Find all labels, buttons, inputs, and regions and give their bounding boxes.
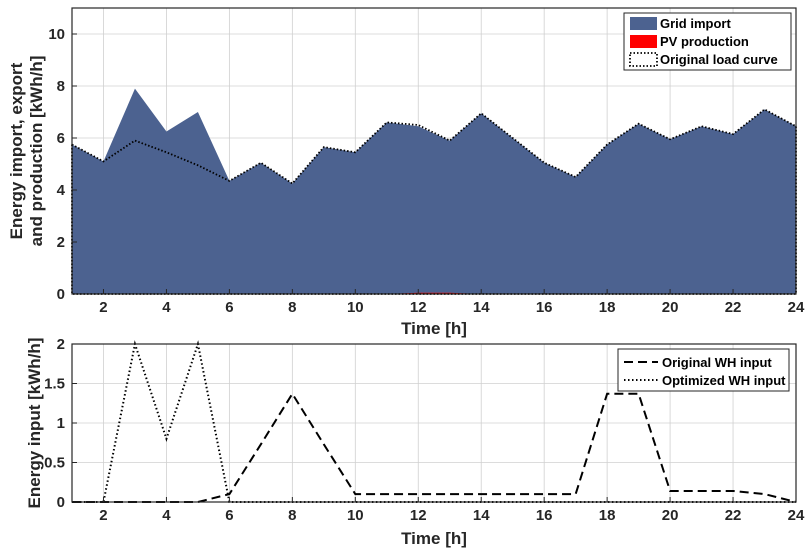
x-tick-label: 14 (473, 507, 490, 524)
bottom-chart-y-axis-label: Energy input [kWh/h] (25, 338, 44, 509)
legend-swatch-pv-production (630, 35, 657, 48)
y-tick-label: 2 (57, 234, 65, 251)
bottom-chart-x-ticks: 2 4 6 8 10 12 14 16 18 20 22 24 (99, 497, 805, 524)
bottom-chart: 2 4 6 8 10 12 14 16 18 20 22 24 00.511.52 Time [h] … (25, 336, 805, 548)
x-tick-label: 4 (162, 507, 171, 524)
x-tick-label: 22 (725, 507, 742, 524)
y-tick-label: 6 (57, 130, 65, 147)
x-tick-label: 24 (788, 299, 805, 316)
legend-swatch-original-load-curve (629, 52, 658, 67)
y-tick-label: 0 (57, 494, 65, 511)
top-chart-y-ticks: 0 2 4 6 8 10 (48, 26, 77, 303)
bottom-chart-legend: Original WH input Optimized WH input (617, 348, 790, 392)
y-tick-label: 1 (57, 415, 65, 432)
y-tick-label: 0 (57, 286, 65, 303)
x-tick-label: 10 (347, 507, 364, 524)
x-tick-label: 16 (536, 299, 553, 316)
x-tick-label: 6 (225, 299, 233, 316)
y-tick-label: 4 (57, 182, 66, 199)
x-tick-label: 18 (599, 507, 616, 524)
bottom-chart-x-axis-label: Time [h] (401, 529, 467, 548)
grid-import-area (72, 88, 796, 294)
bottom-chart-y-ticks: 0 0.5 1 1.5 2 (44, 336, 77, 511)
top-chart-x-ticks: 2 4 6 8 10 12 14 16 18 20 22 24 (99, 289, 805, 316)
x-tick-label: 12 (410, 507, 427, 524)
y-tick-label: 2 (57, 336, 65, 353)
x-tick-label: 4 (162, 299, 171, 316)
x-tick-label: 22 (725, 299, 742, 316)
legend-label-original-wh-input: Original WH input (662, 355, 772, 370)
x-tick-label: 16 (536, 507, 553, 524)
top-chart-x-axis-label: Time [h] (401, 319, 467, 338)
bottom-chart-legend-box (617, 348, 790, 392)
legend-label-grid-import: Grid import (660, 16, 731, 31)
x-tick-label: 18 (599, 299, 616, 316)
y-tick-label: 1.5 (44, 376, 65, 393)
top-chart-y-axis-label-line1: Energy import, export (7, 62, 26, 239)
x-tick-label: 2 (99, 507, 107, 524)
original-wh-input-line (72, 391, 797, 503)
legend-label-original-load-curve: Original load curve (660, 52, 778, 67)
x-tick-label: 6 (225, 507, 233, 524)
y-tick-label: 10 (48, 26, 65, 43)
y-tick-label: 0.5 (44, 455, 65, 472)
legend-label-pv-production: PV production (660, 34, 749, 49)
x-tick-label: 10 (347, 299, 364, 316)
x-tick-label: 8 (288, 507, 296, 524)
x-tick-label: 20 (662, 507, 679, 524)
x-tick-label: 20 (662, 299, 679, 316)
top-chart-frame (71, 7, 797, 295)
top-chart-marks (71, 88, 797, 295)
x-tick-label: 2 (99, 299, 107, 316)
top-chart-legend: Grid import PV production Original load … (623, 12, 792, 71)
x-tick-label: 24 (788, 507, 805, 524)
legend-label-optimized-wh-input: Optimized WH input (662, 373, 786, 388)
y-tick-label: 8 (57, 78, 65, 95)
top-chart-y-axis-label-line2: and production [kWh/h] (27, 56, 46, 247)
x-tick-label: 12 (410, 299, 427, 316)
legend-swatch-grid-import (630, 17, 657, 30)
x-tick-label: 14 (473, 299, 490, 316)
x-tick-label: 8 (288, 299, 296, 316)
